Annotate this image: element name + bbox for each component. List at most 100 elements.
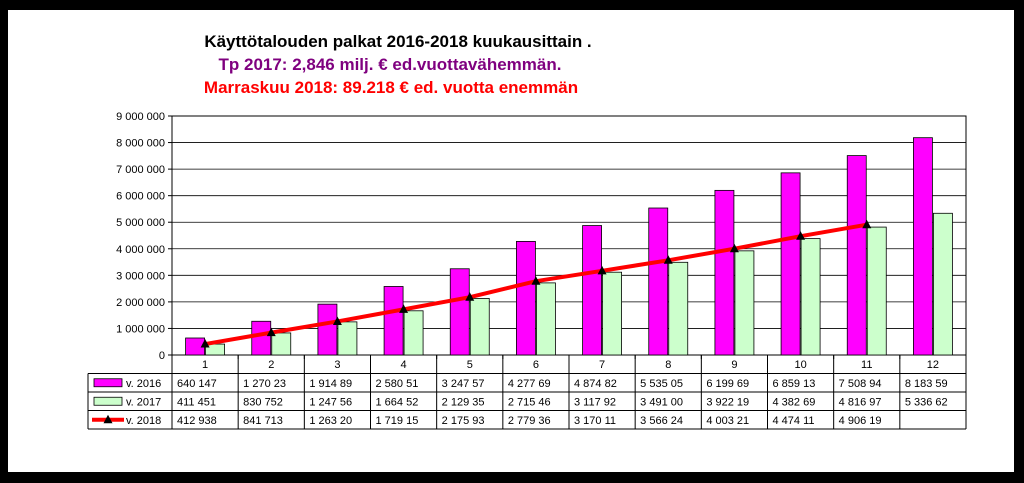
- x-tick-label: 3: [334, 359, 340, 371]
- table-cell: 411 451: [177, 396, 216, 408]
- bar-2016: [780, 172, 801, 356]
- chart-svg: Käyttötalouden palkat 2016-2018 kuukausi…: [87, 32, 967, 430]
- y-tick-label: 9 000 000: [116, 111, 165, 123]
- y-tick-label: 0: [159, 350, 165, 362]
- bar-2017: [602, 271, 622, 356]
- legend-label: v. 2016: [126, 378, 161, 390]
- marker-2018: [200, 339, 210, 348]
- table-cell: 3 922 19: [706, 396, 749, 408]
- x-tick-label: 5: [467, 359, 473, 371]
- bar-2017: [933, 212, 953, 356]
- table-cell: 6 199 69: [706, 378, 749, 390]
- marker-2018: [531, 276, 541, 285]
- table-cell: 2 580 51: [376, 378, 419, 390]
- chart-canvas: Käyttötalouden palkat 2016-2018 kuukausi…: [8, 10, 1014, 472]
- bar-2016: [648, 207, 669, 356]
- x-tick-label: 11: [861, 359, 872, 371]
- y-tick-label: 6 000 000: [116, 191, 165, 203]
- legend-key-2016: [93, 378, 123, 388]
- chart-title: Käyttötalouden palkat 2016-2018 kuukausi…: [204, 32, 591, 51]
- bar-2017: [866, 226, 887, 356]
- table-cell: 5 336 62: [905, 396, 948, 408]
- table-cell: 4 874 82: [574, 378, 617, 390]
- marker-2018: [465, 292, 475, 301]
- marker-2018: [266, 327, 276, 337]
- x-tick-label: 9: [731, 359, 737, 371]
- legend-label: v. 2018: [126, 415, 161, 427]
- y-tick-label: 2 000 000: [116, 297, 165, 309]
- plot-area: [171, 115, 967, 356]
- table-cell: 830 752: [243, 396, 283, 408]
- table-cell: 7 508 94: [839, 378, 882, 390]
- table-cell: 2 175 93: [442, 415, 485, 427]
- table-cell: 4 474 11: [773, 415, 815, 427]
- bar-2017: [734, 250, 755, 356]
- marker-2018: [399, 304, 409, 313]
- marker-2018: [597, 265, 607, 275]
- y-tick-label: 1 000 000: [116, 323, 165, 335]
- legend-marker-2018: [103, 414, 113, 424]
- table-cell: 3 170 11: [574, 415, 616, 427]
- x-tick-label: 7: [599, 359, 605, 371]
- table-cell: 6 859 13: [773, 378, 816, 390]
- table-cell: 4 003 21: [706, 415, 749, 427]
- marker-2018: [663, 255, 673, 264]
- marker-2018: [729, 243, 739, 253]
- bar-2016: [714, 189, 735, 356]
- y-tick-label: 4 000 000: [116, 244, 165, 256]
- table-cell: 1 914 89: [309, 378, 352, 390]
- table-cell: 2 715 46: [508, 396, 551, 408]
- table-cell: 3 566 24: [640, 415, 683, 427]
- bar-2017: [271, 332, 292, 356]
- y-tick-label: 7 000 000: [116, 164, 165, 176]
- bar-2016: [251, 320, 272, 356]
- bar-2016: [449, 268, 470, 356]
- table-cell: 2 129 35: [442, 396, 485, 408]
- bar-2017: [668, 261, 689, 356]
- table-cell: 4 906 19: [839, 415, 882, 427]
- legend-key-2017: [93, 396, 123, 406]
- x-tick-label: 1: [202, 359, 208, 371]
- table-cell: 412 938: [177, 415, 217, 427]
- bar-2016: [582, 225, 602, 356]
- table-cell: 1 270 23: [243, 378, 286, 390]
- x-tick-label: 2: [268, 359, 274, 371]
- x-tick-label: 12: [927, 359, 939, 371]
- table-cell: 841 713: [243, 415, 283, 427]
- table-cell: 5 535 05: [640, 378, 683, 390]
- table-cell: 4 382 69: [773, 396, 816, 408]
- bar-2016: [846, 155, 867, 356]
- table-cell: 1 263 20: [309, 415, 352, 427]
- marker-2018: [862, 219, 872, 229]
- bar-2016: [317, 303, 338, 356]
- y-tick-label: 3 000 000: [116, 270, 165, 282]
- table-cell: 640 147: [177, 378, 217, 390]
- table-cell: 8 183 59: [905, 378, 948, 390]
- table-cell: 2 779 36: [508, 415, 551, 427]
- x-tick-label: 8: [665, 359, 671, 371]
- bar-2016: [516, 241, 536, 356]
- bar-2017: [403, 310, 424, 356]
- chart-subtitle-2: Marraskuu 2018: 89.218 € ed. vuotta enem…: [204, 78, 578, 97]
- bar-2017: [469, 298, 490, 356]
- table-cell: 3 117 92: [574, 396, 616, 408]
- y-tick-label: 8 000 000: [116, 138, 165, 150]
- bar-2017: [536, 282, 556, 356]
- table-cell: 3 247 57: [442, 378, 485, 390]
- marker-2018: [332, 316, 342, 325]
- x-tick-label: 4: [401, 359, 407, 371]
- marker-2018: [796, 231, 806, 240]
- bar-2017: [800, 238, 821, 356]
- bar-2016: [913, 137, 933, 356]
- x-tick-label: 6: [533, 359, 539, 371]
- y-tick-label: 5 000 000: [116, 217, 165, 229]
- x-tick-label: 10: [794, 359, 806, 371]
- table-cell: 1 719 15: [376, 415, 419, 427]
- bar-2016: [383, 286, 404, 356]
- chart-subtitle-1: Tp 2017: 2,846 milj. € ed.vuottavähemmän…: [219, 55, 562, 74]
- table-cell: 3 491 00: [640, 396, 683, 408]
- table-cell: 1 664 52: [376, 396, 419, 408]
- table-cell: 4 816 97: [839, 396, 882, 408]
- bar-2017: [337, 321, 358, 356]
- legend-label: v. 2017: [126, 396, 161, 408]
